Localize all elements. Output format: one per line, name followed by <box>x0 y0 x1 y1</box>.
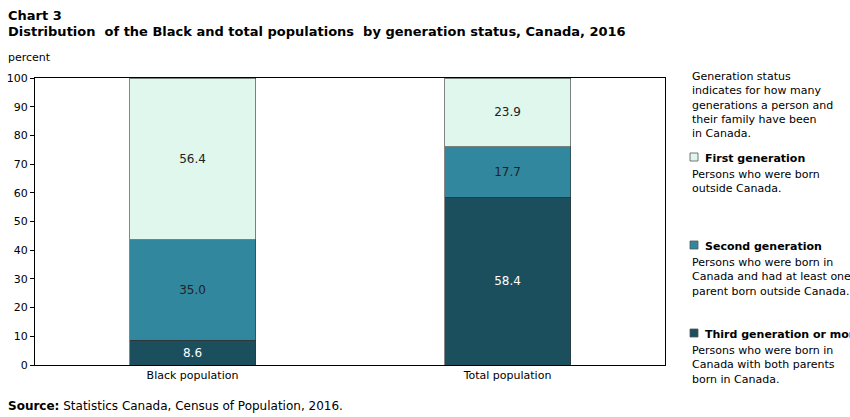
svg-text:Persons who were born inCanada: Persons who were born inCanada with both… <box>692 344 835 386</box>
svg-text:35.0: 35.0 <box>179 283 206 297</box>
svg-text:Black population: Black population <box>147 369 239 382</box>
svg-text:50: 50 <box>14 215 28 228</box>
svg-text:Chart 3: Chart 3 <box>8 8 62 23</box>
svg-text:20: 20 <box>14 301 28 314</box>
svg-text:0: 0 <box>21 359 28 372</box>
svg-text:percent: percent <box>8 51 51 64</box>
svg-text:Generation statusindicates for: Generation statusindicates for how manyg… <box>692 70 833 140</box>
svg-text:58.4: 58.4 <box>494 274 521 288</box>
svg-text:Total population: Total population <box>463 369 552 382</box>
svg-text:10: 10 <box>14 330 28 343</box>
svg-text:23.9: 23.9 <box>494 105 521 119</box>
svg-text:56.4: 56.4 <box>179 152 206 166</box>
svg-text:8.6: 8.6 <box>183 346 202 360</box>
svg-text:Persons who were born inCanada: Persons who were born inCanada and had a… <box>692 256 850 298</box>
svg-text:Source: Statistics Canada, Cen: Source: Statistics Canada, Census of Pop… <box>8 399 343 413</box>
svg-text:90: 90 <box>14 101 28 114</box>
svg-text:70: 70 <box>14 158 28 171</box>
svg-text:40: 40 <box>14 244 28 257</box>
svg-text:Persons who were bornoutside C: Persons who were bornoutside Canada. <box>692 168 820 195</box>
svg-text:100: 100 <box>7 72 28 85</box>
svg-text:Distribution of the Black and: Distribution of the Black and total popu… <box>8 24 626 39</box>
svg-text:Second generation: Second generation <box>705 240 822 253</box>
svg-text:80: 80 <box>14 129 28 142</box>
svg-text:First generation: First generation <box>705 152 805 165</box>
svg-text:60: 60 <box>14 187 28 200</box>
svg-text:Third generation or more: Third generation or more <box>705 328 850 341</box>
svg-text:17.7: 17.7 <box>494 165 521 179</box>
svg-text:30: 30 <box>14 273 28 286</box>
